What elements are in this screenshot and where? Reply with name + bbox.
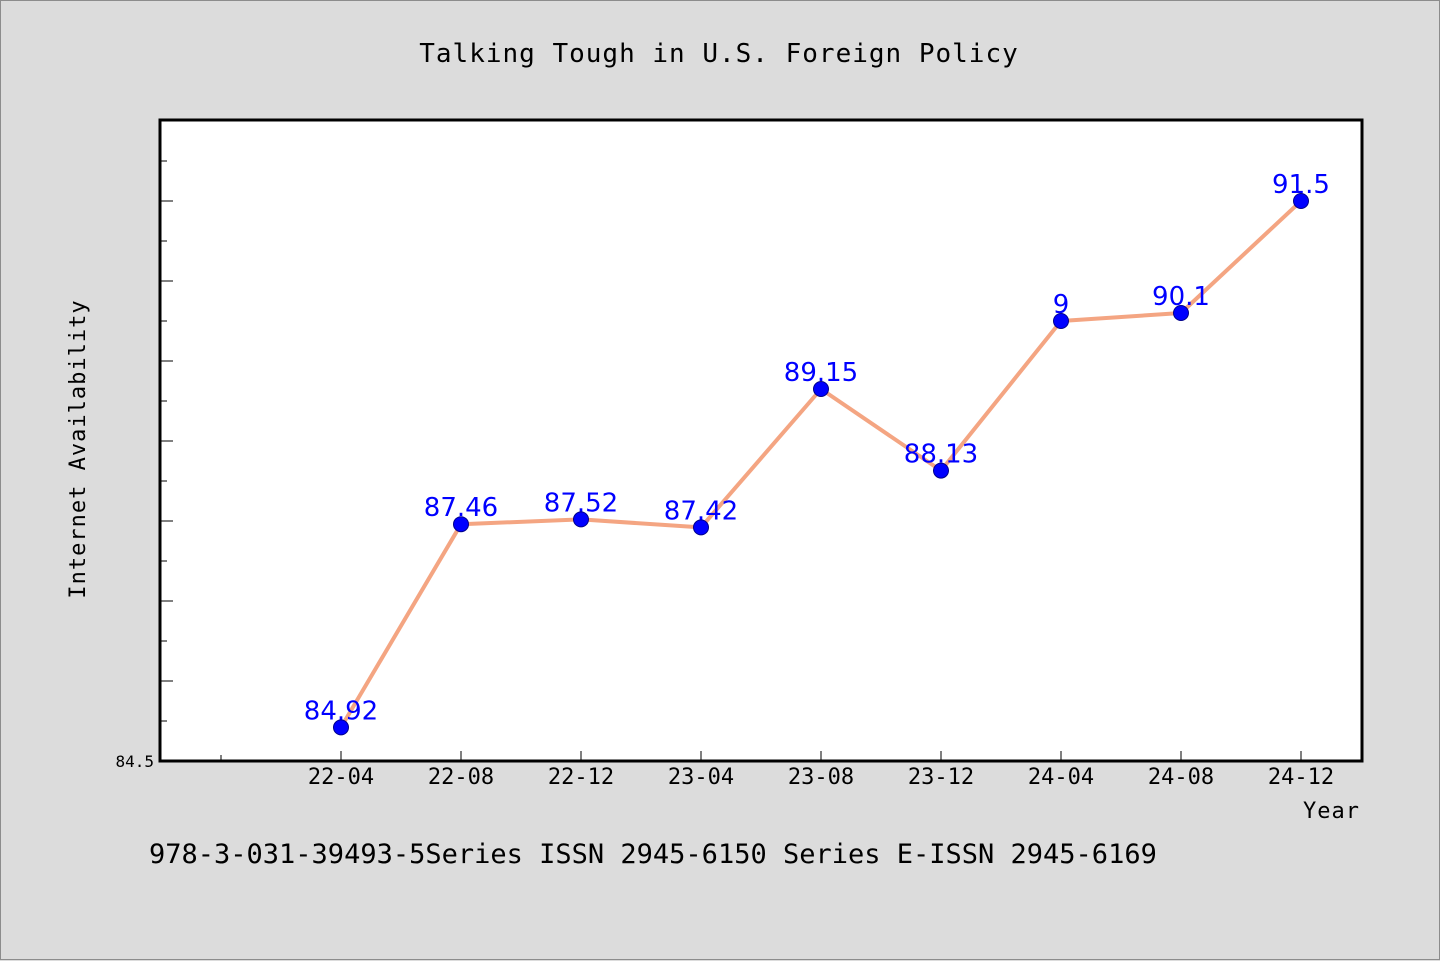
x-tick-label: 24-04 [1028,765,1094,790]
x-tick-label: 22-04 [308,765,374,790]
data-label: 90.1 [1152,282,1210,312]
data-label: 89.15 [784,358,858,388]
x-tick-label: 22-12 [548,765,614,790]
x-tick-label: 24-08 [1148,765,1214,790]
data-point-marker [933,462,949,479]
data-label: 84.92 [304,696,378,726]
data-label: 88.13 [904,440,978,470]
data-point-marker [1053,313,1069,329]
isbn-footer: 978-3-031-39493-5Series ISSN 2945-6150 S… [149,839,1157,870]
y-tick-label: 84.5 [115,752,154,771]
data-point-marker [813,381,829,397]
data-label: 91.5 [1272,170,1330,200]
y-axis-label: Internet Availability [66,299,91,598]
data-point-marker [573,511,589,528]
data-point-marker [453,516,469,533]
chart-title: Talking Tough in U.S. Foreign Policy [419,39,1019,69]
x-tick-label: 24-12 [1268,765,1334,790]
data-label-layer: 84.92 87.46 87.52 87.42 89.15 88.13 9 90.1 91.5 [304,170,1330,726]
data-point-marker [333,719,349,736]
x-tick-label: 23-08 [788,765,854,790]
x-tick-label: 23-12 [908,765,974,790]
series-marker-layer [333,193,1309,736]
x-tick-label: 23-04 [668,765,734,790]
data-label: 87.42 [664,496,738,526]
y-axis-ticks [161,160,173,722]
data-label: 87.46 [424,493,498,523]
x-axis-ticks: 22-04 22-08 22-12 23-04 23-08 23-12 24-04 24-08… [220,751,1334,790]
data-point-marker [1293,193,1309,209]
data-point-marker [1173,305,1189,321]
data-point-marker [693,519,709,536]
x-axis-label: Year [1303,799,1360,824]
data-label: 87.52 [544,488,618,518]
data-label: 9 [1053,290,1070,320]
x-tick-label: 22-08 [428,765,494,790]
plot-area [158,118,1364,763]
